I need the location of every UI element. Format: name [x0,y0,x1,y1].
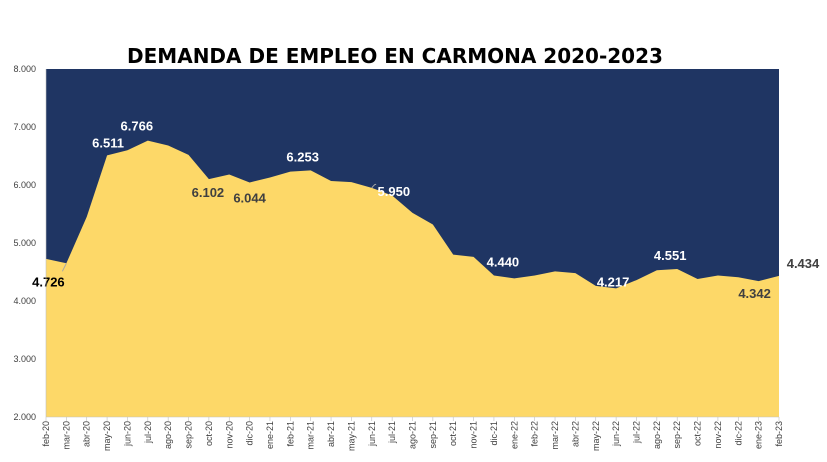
x-tick-label: ago-21 [408,421,418,449]
area-layer [46,140,779,417]
y-tick-label: 7.000 [13,122,36,132]
x-tick-label: feb-21 [285,421,295,447]
y-tick-label: 2.000 [13,412,36,422]
x-tick-label: oct-22 [693,421,703,446]
data-label: 6.511 [92,135,124,150]
y-tick-label: 4.000 [13,296,36,306]
x-tick-label: oct-21 [448,421,458,446]
x-tick-label: dic-21 [489,421,499,446]
x-tick-label: mar-20 [61,421,71,450]
x-tick-label: may-20 [102,421,112,451]
x-tick-label: sep-21 [428,421,438,449]
x-tick-label: ene-21 [265,421,275,449]
x-tick-label: jun-20 [122,421,132,447]
data-label: 6.044 [233,190,266,205]
x-tick-label: nov-20 [224,421,234,449]
x-tick-label: jun-22 [611,421,621,447]
data-label: 4.217 [597,274,630,289]
x-tick-label: jun-21 [367,421,377,447]
x-tick-label: feb-22 [530,421,540,447]
x-tick-label: abr-21 [326,421,336,447]
x-tick-label: feb-20 [41,421,51,447]
x-tick-label: ene-22 [509,421,519,449]
data-label: 6.102 [192,185,225,200]
x-tick-label: sep-22 [672,421,682,449]
data-label: 4.726 [32,274,65,289]
data-label: 6.766 [121,119,154,134]
area-series [46,140,779,417]
x-tick-label: abr-22 [570,421,580,447]
x-axis: feb-20 mar-20 abr-20 may-20 jun-20 jul-20 ago-… [41,416,784,451]
x-tick-label: nov-21 [469,421,479,449]
x-tick-label: jul-21 [387,421,397,444]
x-tick-label: ene-23 [754,421,764,449]
data-label: 5.950 [378,184,411,199]
x-tick-label: ago-20 [163,421,173,449]
x-tick-label: mar-22 [550,421,560,450]
data-label: 4.551 [654,248,687,263]
x-tick-label: oct-20 [204,421,214,446]
x-tick-label: feb-23 [774,421,784,447]
data-label: 6.253 [286,149,319,164]
x-tick-label: nov-22 [713,421,723,449]
x-tick-label: jul-22 [632,421,642,444]
x-tick-label: abr-20 [82,421,92,447]
y-tick-label: 6.000 [13,180,36,190]
x-tick-label: may-21 [346,421,356,451]
y-tick-label: 8.000 [13,64,36,74]
leader-line [371,183,377,189]
y-axis: 2.000 3.000 4.000 5.000 6.000 7.000 8.000 [13,64,47,422]
leader-lines [61,183,377,272]
x-tick-label: sep-20 [184,421,194,449]
y-tick-label: 5.000 [13,238,36,248]
x-tick-label: may-22 [591,421,601,451]
x-tick-label: ago-22 [652,421,662,449]
leader-line [61,263,67,272]
y-tick-label: 3.000 [13,354,36,364]
x-tick-label: mar-21 [306,421,316,450]
x-tick-label: dic-22 [733,421,743,446]
chart-title: DEMANDA DE EMPLEO EN CARMONA 2020-2023 [127,44,663,68]
x-tick-label: dic-20 [245,421,255,446]
x-tick-label: jul-20 [143,421,153,444]
data-label: 4.440 [487,255,520,270]
data-label: 4.434 [787,256,820,271]
data-label: 4.342 [738,286,771,301]
